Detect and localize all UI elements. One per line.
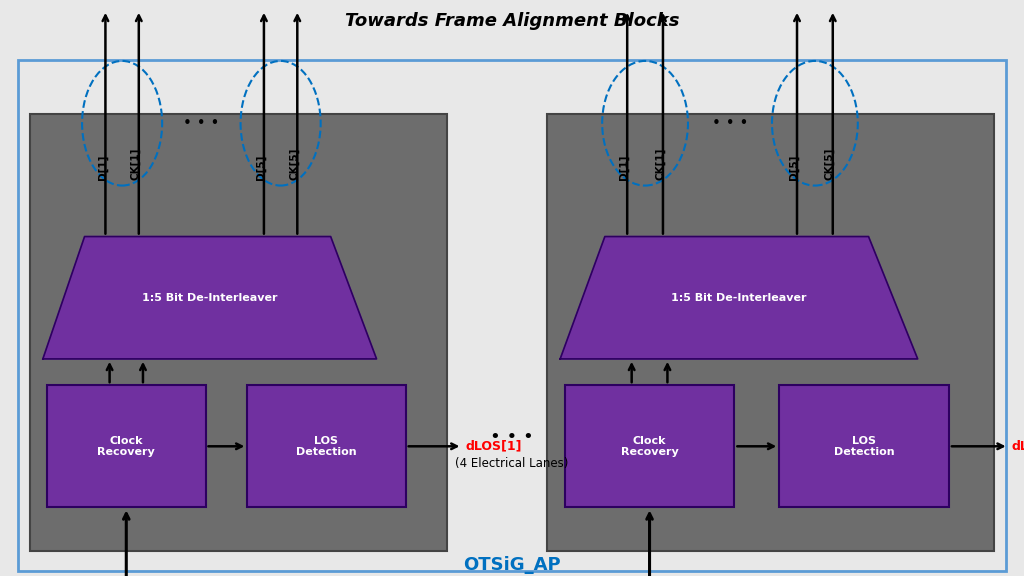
Polygon shape (43, 237, 377, 359)
Text: 1:5 Bit De-Interleaver: 1:5 Bit De-Interleaver (671, 293, 807, 303)
Text: • • •: • • • (183, 116, 219, 131)
Text: D[1]: D[1] (620, 154, 630, 180)
Text: Towards Frame Alignment Blocks: Towards Frame Alignment Blocks (345, 12, 679, 30)
Text: To Logical
Lane # 20: To Logical Lane # 20 (783, 0, 846, 2)
Text: dLOS[4]: dLOS[4] (1012, 440, 1024, 453)
Text: LOS
Detection: LOS Detection (296, 435, 356, 457)
Text: To Logical
Lane # 16: To Logical Lane # 16 (613, 0, 677, 2)
Text: dLOS[1]: dLOS[1] (465, 440, 522, 453)
Text: 1:5 Bit De-Interleaver: 1:5 Bit De-Interleaver (142, 293, 278, 303)
Text: • • •: • • • (490, 428, 534, 446)
Text: D[5]: D[5] (256, 154, 266, 180)
Text: • • •: • • • (712, 116, 749, 131)
Text: D[5]: D[5] (788, 154, 799, 180)
Text: OTSiG_AP: OTSiG_AP (463, 556, 561, 574)
Polygon shape (560, 237, 918, 359)
Text: (4 Electrical Lanes): (4 Electrical Lanes) (456, 457, 568, 470)
Text: LOS
Detection: LOS Detection (834, 435, 894, 457)
Bar (779, 385, 949, 507)
Bar (31, 114, 447, 551)
Bar (564, 385, 734, 507)
Text: Clock
Recovery: Clock Recovery (621, 435, 679, 457)
Text: CK[1]: CK[1] (654, 147, 666, 180)
Bar (18, 59, 1006, 571)
Bar (247, 385, 406, 507)
Text: CK[5]: CK[5] (289, 147, 299, 180)
Text: To Logical
Lane # 1: To Logical Lane # 1 (91, 0, 153, 2)
Text: Clock
Recovery: Clock Recovery (97, 435, 156, 457)
Bar (547, 114, 993, 551)
Text: To Logical
Lane # 5: To Logical Lane # 5 (250, 0, 311, 2)
Text: D[1]: D[1] (97, 154, 108, 180)
Text: CK[1]: CK[1] (131, 147, 141, 180)
Text: CK[5]: CK[5] (824, 147, 835, 180)
Bar (47, 385, 206, 507)
